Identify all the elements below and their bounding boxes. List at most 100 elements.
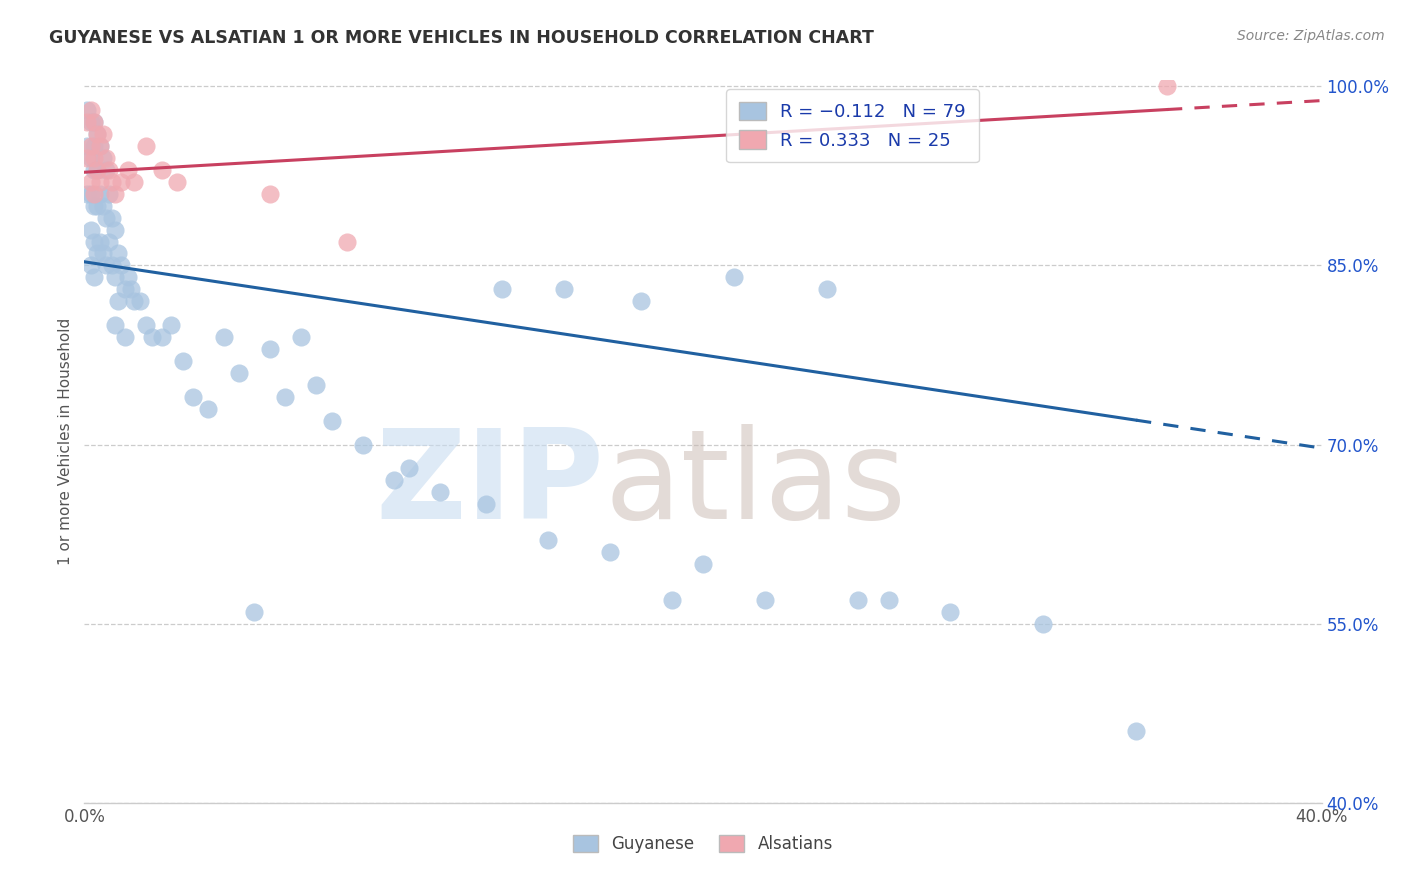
Point xyxy=(91,127,114,141)
Point xyxy=(197,401,219,416)
Point xyxy=(181,390,204,404)
Point xyxy=(83,151,105,165)
Point xyxy=(94,211,117,225)
Point xyxy=(110,259,132,273)
Point xyxy=(98,162,121,177)
Point xyxy=(939,605,962,619)
Point xyxy=(321,414,343,428)
Point xyxy=(661,592,683,607)
Point xyxy=(877,592,900,607)
Point xyxy=(76,151,98,165)
Point xyxy=(86,127,108,141)
Point xyxy=(104,186,127,201)
Legend: Guyanese, Alsatians: Guyanese, Alsatians xyxy=(567,828,839,860)
Point xyxy=(101,175,124,189)
Point xyxy=(290,330,312,344)
Point xyxy=(83,270,105,285)
Point xyxy=(160,318,183,332)
Point xyxy=(305,377,328,392)
Point xyxy=(212,330,235,344)
Point xyxy=(129,294,152,309)
Text: ZIP: ZIP xyxy=(375,425,605,545)
Point xyxy=(89,139,111,153)
Point xyxy=(91,151,114,165)
Point xyxy=(150,162,173,177)
Point xyxy=(79,139,101,153)
Point xyxy=(120,282,142,296)
Point xyxy=(135,139,157,153)
Point xyxy=(398,461,420,475)
Point xyxy=(94,151,117,165)
Point xyxy=(104,222,127,236)
Point xyxy=(76,115,98,129)
Point xyxy=(79,222,101,236)
Point xyxy=(91,246,114,260)
Point xyxy=(107,246,129,260)
Point xyxy=(228,366,250,380)
Point xyxy=(83,115,105,129)
Point xyxy=(91,199,114,213)
Point xyxy=(553,282,575,296)
Y-axis label: 1 or more Vehicles in Household: 1 or more Vehicles in Household xyxy=(58,318,73,566)
Point xyxy=(86,246,108,260)
Point xyxy=(83,139,105,153)
Point xyxy=(166,175,188,189)
Point xyxy=(83,115,105,129)
Point xyxy=(692,557,714,571)
Point xyxy=(101,259,124,273)
Point xyxy=(79,115,101,129)
Point xyxy=(89,186,111,201)
Point xyxy=(150,330,173,344)
Point xyxy=(259,186,281,201)
Point xyxy=(76,186,98,201)
Point xyxy=(1125,724,1147,739)
Point xyxy=(429,485,451,500)
Point xyxy=(76,103,98,117)
Point xyxy=(599,545,621,559)
Point xyxy=(815,282,838,296)
Point xyxy=(243,605,266,619)
Point xyxy=(491,282,513,296)
Point xyxy=(382,474,405,488)
Point xyxy=(537,533,560,547)
Text: Source: ZipAtlas.com: Source: ZipAtlas.com xyxy=(1237,29,1385,43)
Point xyxy=(104,318,127,332)
Point xyxy=(336,235,359,249)
Point xyxy=(1032,616,1054,631)
Point xyxy=(274,390,297,404)
Point xyxy=(122,175,145,189)
Point xyxy=(83,235,105,249)
Point xyxy=(89,235,111,249)
Point xyxy=(98,235,121,249)
Point xyxy=(86,199,108,213)
Point xyxy=(754,592,776,607)
Point xyxy=(846,592,869,607)
Point xyxy=(172,354,194,368)
Point xyxy=(1156,79,1178,94)
Point xyxy=(83,162,105,177)
Point xyxy=(723,270,745,285)
Text: GUYANESE VS ALSATIAN 1 OR MORE VEHICLES IN HOUSEHOLD CORRELATION CHART: GUYANESE VS ALSATIAN 1 OR MORE VEHICLES … xyxy=(49,29,875,46)
Point xyxy=(135,318,157,332)
Point xyxy=(110,175,132,189)
Point xyxy=(107,294,129,309)
Point xyxy=(259,342,281,356)
Point xyxy=(104,270,127,285)
Point xyxy=(79,186,101,201)
Point xyxy=(122,294,145,309)
Point xyxy=(114,330,136,344)
Point xyxy=(98,186,121,201)
Point xyxy=(141,330,163,344)
Point xyxy=(79,151,101,165)
Point xyxy=(352,437,374,451)
Point xyxy=(83,186,105,201)
Point xyxy=(76,139,98,153)
Text: atlas: atlas xyxy=(605,425,905,545)
Point xyxy=(79,175,101,189)
Point xyxy=(475,497,498,511)
Point xyxy=(89,139,111,153)
Point xyxy=(86,162,108,177)
Point xyxy=(114,282,136,296)
Point xyxy=(94,259,117,273)
Point xyxy=(79,259,101,273)
